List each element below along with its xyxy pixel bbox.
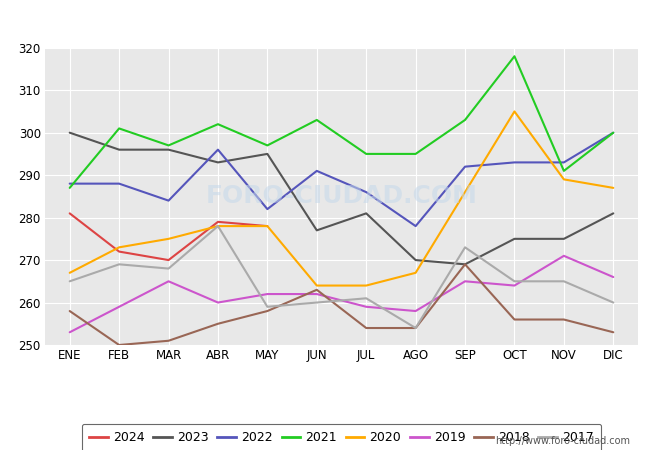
Legend: 2024, 2023, 2022, 2021, 2020, 2019, 2018, 2017: 2024, 2023, 2022, 2021, 2020, 2019, 2018…: [82, 424, 601, 450]
Text: FORO-CIUDAD.COM: FORO-CIUDAD.COM: [205, 184, 478, 208]
Text: http://www.foro-ciudad.com: http://www.foro-ciudad.com: [495, 436, 630, 446]
Text: Afiliados en Iznate a 31/5/2024: Afiliados en Iznate a 31/5/2024: [185, 12, 465, 31]
